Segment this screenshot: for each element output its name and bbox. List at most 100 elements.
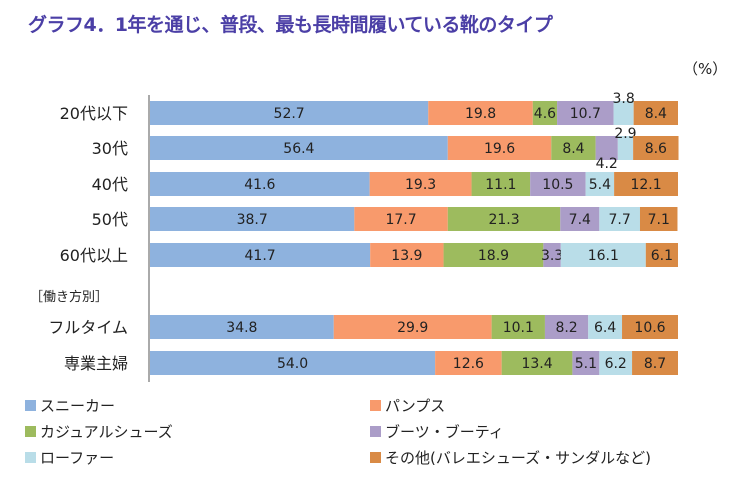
data-label: 4.6 bbox=[534, 106, 556, 122]
data-label: 13.4 bbox=[521, 356, 552, 372]
data-label: 6.4 bbox=[594, 320, 616, 336]
bar-segment bbox=[560, 243, 646, 267]
bar-segment bbox=[150, 207, 355, 231]
data-label: 8.4 bbox=[645, 106, 667, 122]
legend-label: ブーツ・ブーティ bbox=[385, 423, 504, 441]
legend-item: ブーツ・ブーティ bbox=[370, 421, 504, 442]
bar-segment bbox=[560, 207, 600, 231]
bar-segment bbox=[557, 101, 614, 125]
data-label: 7.4 bbox=[569, 212, 591, 228]
legend-label: ローファー bbox=[40, 449, 115, 467]
bar-segment bbox=[501, 351, 573, 375]
bar-segment bbox=[572, 351, 600, 375]
category-label: フルタイム bbox=[48, 318, 128, 337]
data-label: 41.6 bbox=[244, 177, 275, 193]
bar-segment bbox=[639, 207, 678, 231]
data-label: 16.1 bbox=[588, 248, 619, 264]
data-label: 8.2 bbox=[555, 320, 577, 336]
legend-item: パンプス bbox=[370, 395, 445, 416]
bar-segment bbox=[614, 172, 678, 196]
bar-segment bbox=[447, 207, 561, 231]
bar-segment bbox=[530, 172, 586, 196]
bar-segment bbox=[435, 351, 502, 375]
bar-segment bbox=[150, 243, 371, 267]
data-label: 54.0 bbox=[277, 356, 308, 372]
legend-item: その他(バレエシューズ・サンダルなど) bbox=[370, 447, 651, 468]
data-label: 10.5 bbox=[542, 177, 573, 193]
data-label: 19.8 bbox=[465, 106, 496, 122]
category-label: 60代以上 bbox=[60, 246, 128, 265]
bar-segment bbox=[595, 136, 618, 160]
data-label: 10.7 bbox=[570, 106, 601, 122]
legend-swatch bbox=[25, 400, 36, 411]
chart-title: グラフ4．1年を通じ、普段、最も長時間履いている靴のタイプ bbox=[28, 14, 553, 36]
bar-segment bbox=[599, 351, 633, 375]
bar-segment bbox=[599, 207, 640, 231]
category-label: 40代 bbox=[92, 175, 128, 194]
legend-label: パンプス bbox=[385, 397, 446, 415]
data-label: 4.2 bbox=[596, 156, 618, 172]
bar-segment bbox=[491, 315, 545, 339]
legend-label: スニーカー bbox=[40, 397, 116, 415]
legend-swatch bbox=[370, 452, 381, 463]
bar-segment bbox=[150, 136, 448, 160]
bar-segment bbox=[150, 172, 370, 196]
bar-segment bbox=[543, 243, 561, 267]
data-label: 12.1 bbox=[630, 177, 661, 193]
data-label: 3.8 bbox=[612, 91, 634, 107]
category-label: 20代以下 bbox=[60, 104, 128, 123]
data-label: 12.6 bbox=[453, 356, 484, 372]
legend-label: カジュアルシューズ bbox=[40, 423, 173, 441]
data-label: 6.2 bbox=[605, 356, 627, 372]
legend-item: カジュアルシューズ bbox=[25, 421, 173, 442]
bar-segment bbox=[632, 351, 678, 375]
legend-item: スニーカー bbox=[25, 395, 115, 416]
data-label: 8.7 bbox=[644, 356, 666, 372]
bar-segment bbox=[551, 136, 596, 160]
data-label: 8.6 bbox=[645, 141, 667, 157]
data-label: 5.1 bbox=[575, 356, 597, 372]
legend-swatch bbox=[25, 426, 36, 437]
data-label: 3.3 bbox=[541, 248, 563, 264]
data-label: 13.9 bbox=[391, 248, 422, 264]
bar-segment bbox=[150, 101, 429, 125]
data-label: 10.1 bbox=[503, 320, 534, 336]
data-label: 21.3 bbox=[488, 212, 519, 228]
legend-swatch bbox=[370, 426, 381, 437]
data-label: 8.4 bbox=[562, 141, 584, 157]
data-label: 38.7 bbox=[237, 212, 268, 228]
bar-segment bbox=[369, 172, 472, 196]
bar-segment bbox=[613, 101, 634, 125]
category-label: 50代 bbox=[92, 210, 128, 229]
data-label: 10.6 bbox=[634, 320, 665, 336]
legend-swatch bbox=[25, 452, 36, 463]
data-label: 6.1 bbox=[651, 248, 673, 264]
bar-segment bbox=[333, 315, 492, 339]
bar-segment bbox=[622, 315, 678, 339]
unit-label: （%） bbox=[683, 60, 728, 78]
data-label: 11.1 bbox=[485, 177, 516, 193]
category-label: 30代 bbox=[92, 139, 128, 158]
bar-segment bbox=[150, 315, 334, 339]
bar-segment bbox=[633, 136, 679, 160]
data-label: 52.7 bbox=[274, 106, 305, 122]
bar-segment bbox=[645, 243, 678, 267]
data-label: 34.8 bbox=[226, 320, 257, 336]
category-label: 専業主婦 bbox=[64, 354, 128, 373]
data-label: 2.9 bbox=[614, 126, 636, 142]
bar-segment bbox=[471, 172, 531, 196]
bar-segment bbox=[428, 101, 533, 125]
bar-segment bbox=[354, 207, 448, 231]
bar-segment bbox=[447, 136, 552, 160]
data-label: 19.6 bbox=[484, 141, 515, 157]
data-label: 5.4 bbox=[589, 177, 611, 193]
bar-segment bbox=[617, 136, 634, 160]
data-label: 17.7 bbox=[385, 212, 416, 228]
data-label: 18.9 bbox=[478, 248, 509, 264]
data-label: 7.7 bbox=[609, 212, 631, 228]
data-label: 56.4 bbox=[283, 141, 314, 157]
bar-segment bbox=[370, 243, 444, 267]
bar-segment bbox=[585, 172, 615, 196]
